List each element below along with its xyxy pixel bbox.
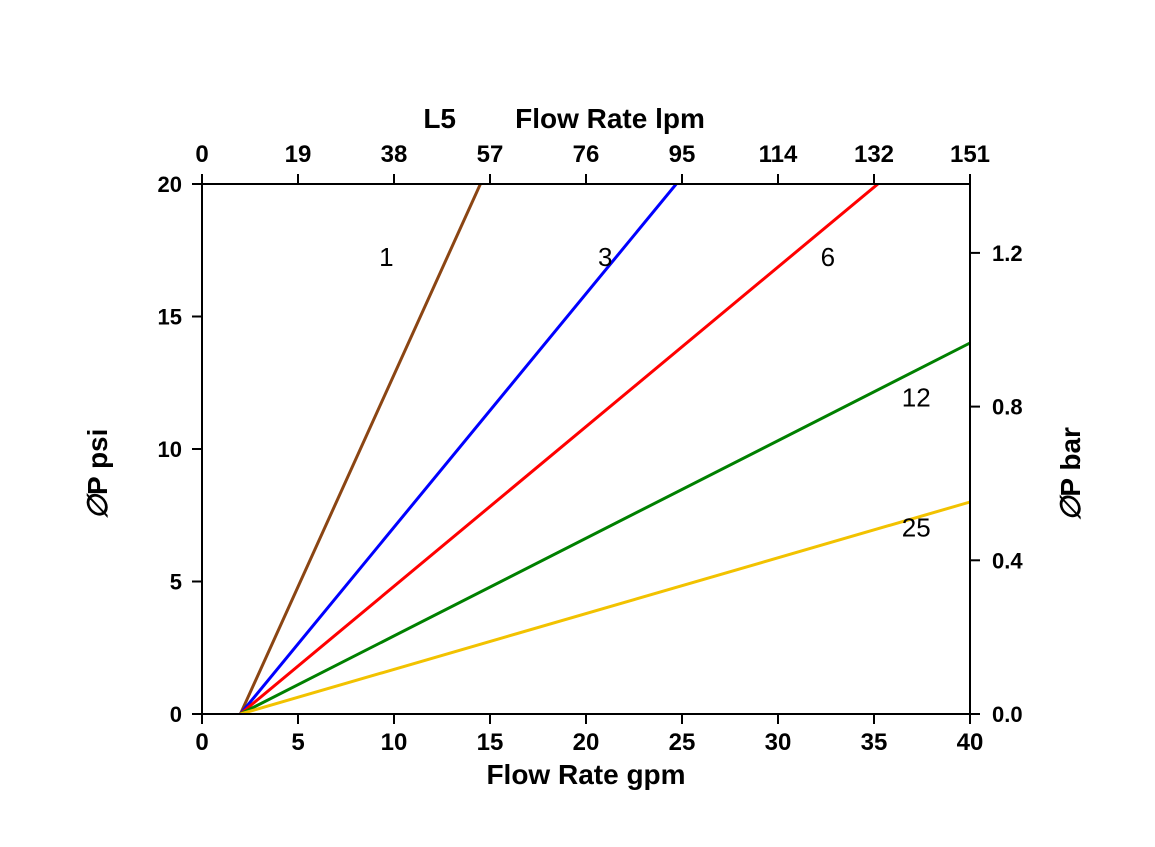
xtop-tick-38: 38	[381, 141, 408, 168]
xtop-tick-114: 114	[759, 141, 798, 168]
yright-tick-0.8: 0.8	[992, 395, 1023, 420]
x-bottom-title: Flow Rate gpm	[486, 759, 685, 790]
xtop-tick-76: 76	[573, 141, 600, 168]
xbottom-tick-15: 15	[477, 729, 504, 756]
xtop-tick-132: 132	[854, 141, 894, 168]
xtop-tick-57: 57	[477, 141, 504, 168]
series-label-12: 12	[902, 383, 931, 413]
x-top-prefix: L5	[423, 103, 456, 134]
yright-tick-0.4: 0.4	[992, 548, 1023, 573]
xbottom-tick-5: 5	[291, 729, 304, 756]
series-label-25: 25	[902, 512, 931, 542]
xbottom-tick-25: 25	[669, 729, 696, 756]
series-label-1: 1	[379, 242, 393, 272]
xbottom-tick-30: 30	[765, 729, 792, 756]
svg-text:∅P psi: ∅P psi	[82, 429, 113, 520]
yleft-tick-20: 20	[158, 172, 182, 197]
yleft-tick-0: 0	[170, 702, 182, 727]
yleft-tick-10: 10	[158, 437, 182, 462]
xbottom-tick-40: 40	[957, 729, 984, 756]
xbottom-tick-0: 0	[195, 729, 208, 756]
xbottom-tick-20: 20	[573, 729, 600, 756]
svg-text:∅P bar: ∅P bar	[1055, 427, 1086, 521]
xbottom-tick-10: 10	[381, 729, 408, 756]
series-label-6: 6	[821, 242, 835, 272]
xbottom-tick-35: 35	[861, 729, 888, 756]
x-top-title: Flow Rate lpm	[515, 103, 705, 134]
yleft-tick-5: 5	[170, 570, 182, 595]
xtop-tick-151: 151	[950, 141, 990, 168]
series-label-3: 3	[598, 242, 612, 272]
chart-container: 0510152025303540019385776951141321510510…	[0, 0, 1155, 847]
y-left-title-group: ∅P psi	[82, 429, 113, 520]
yleft-tick-15: 15	[158, 305, 182, 330]
yright-tick-0.0: 0.0	[992, 702, 1023, 727]
xtop-tick-95: 95	[669, 141, 696, 168]
chart-svg: 0510152025303540019385776951141321510510…	[0, 0, 1155, 847]
xtop-tick-19: 19	[285, 141, 312, 168]
yright-tick-1.2: 1.2	[992, 241, 1023, 266]
xtop-tick-0: 0	[195, 141, 208, 168]
y-right-title-group: ∅P bar	[1055, 427, 1086, 521]
